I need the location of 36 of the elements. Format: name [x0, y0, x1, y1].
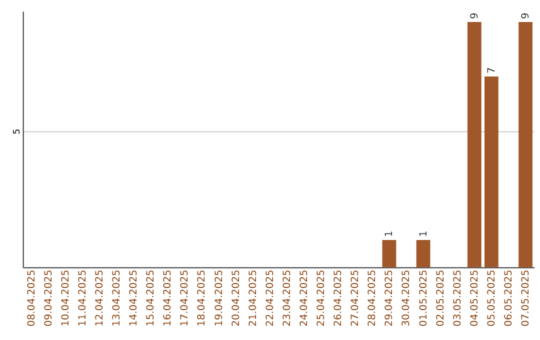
x-tick-label: 12.04.2025	[94, 270, 106, 326]
x-tick-label: 11.04.2025	[77, 270, 88, 326]
data-label: 7	[486, 67, 498, 74]
x-tick-label: 15.04.2025	[146, 270, 157, 326]
x-tick-label: 05.05.2025	[486, 270, 498, 326]
x-tick-label: 27.04.2025	[350, 270, 362, 326]
x-tick-label: 13.04.2025	[112, 270, 123, 326]
x-tick-label: 25.04.2025	[316, 270, 328, 326]
x-tick-label: 23.04.2025	[282, 270, 293, 326]
data-label: 1	[418, 230, 430, 238]
y-tick-label: 5	[12, 128, 22, 134]
x-tick-label: 19.04.2025	[214, 270, 225, 326]
x-tick-label: 16.04.2025	[162, 270, 174, 326]
x-tick-label: 02.05.2025	[435, 270, 446, 326]
x-tick-label: 08.04.2025	[26, 270, 38, 326]
x-tick-label: 30.04.2025	[401, 270, 412, 326]
x-tick-label: 04.05.2025	[469, 270, 480, 326]
x-tick-label: 22.04.2025	[264, 270, 276, 326]
x-tick-label: 09.04.2025	[43, 270, 54, 326]
x-tick-label: 24.04.2025	[298, 270, 310, 326]
x-tick-label: 10.04.2025	[60, 270, 72, 326]
x-tick-label: 28.04.2025	[367, 270, 378, 326]
data-label: 9	[469, 12, 480, 20]
x-tick-label: 21.04.2025	[248, 270, 259, 326]
data-label: 9	[520, 12, 532, 20]
x-tick-label: 01.05.2025	[418, 270, 430, 326]
x-tick-label: 07.05.2025	[520, 270, 532, 326]
x-tick-label: 06.05.2025	[503, 270, 514, 326]
x-tick-label: 20.04.2025	[230, 270, 242, 326]
x-tick-label: 17.04.2025	[180, 270, 191, 326]
x-tick-label: 14.04.2025	[128, 270, 140, 326]
x-tick-label: 03.05.2025	[452, 270, 464, 326]
x-tick-label: 26.04.2025	[333, 270, 344, 326]
data-label: 1	[384, 230, 396, 238]
x-tick-label: 29.04.2025	[384, 270, 396, 326]
x-tick-label: 18.04.2025	[196, 270, 208, 326]
